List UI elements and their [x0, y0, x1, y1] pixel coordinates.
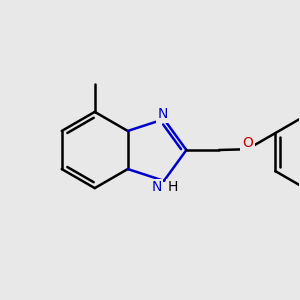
Text: O: O — [242, 136, 253, 150]
Text: N: N — [158, 107, 168, 121]
Text: H: H — [168, 180, 178, 194]
Text: N: N — [152, 180, 162, 194]
